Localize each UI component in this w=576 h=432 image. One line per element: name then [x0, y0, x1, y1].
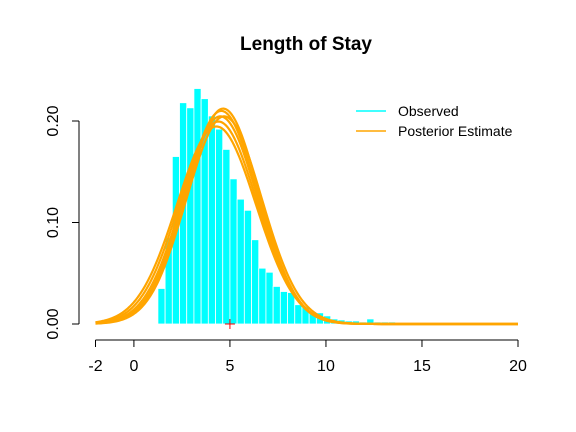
- histogram-bar: [207, 115, 216, 325]
- y-tick-label: 0.10: [45, 207, 62, 238]
- histogram-bar: [251, 239, 260, 325]
- x-tick-label: 5: [225, 358, 234, 375]
- histogram-bar: [243, 209, 252, 325]
- histogram-bar: [215, 128, 224, 325]
- legend-label: Posterior Estimate: [398, 123, 513, 139]
- y-tick-label: 0.00: [45, 308, 62, 339]
- histogram-bar: [294, 304, 303, 325]
- chart-title: Length of Stay: [240, 34, 372, 55]
- x-axis: -2 0 5 10 15 20: [88, 339, 527, 375]
- y-axis: 0.00 0.10 0.20: [45, 105, 80, 340]
- histogram-bar: [279, 291, 288, 325]
- x-tick-label: 15: [413, 358, 431, 375]
- histogram-bar: [287, 292, 296, 325]
- y-tick-label: 0.20: [45, 105, 62, 136]
- histogram-bar: [186, 107, 195, 325]
- posterior-curve: [95, 125, 518, 326]
- legend: Observed Posterior Estimate: [356, 103, 513, 139]
- legend-label: Observed: [398, 103, 459, 119]
- marker: [224, 319, 235, 329]
- histogram-bar: [236, 198, 245, 325]
- x-tick-label: 10: [317, 358, 335, 375]
- histogram-bar: [157, 288, 166, 325]
- x-tick-label: 20: [509, 358, 527, 375]
- x-tick-label: -2: [88, 358, 102, 375]
- posterior-curves: [95, 107, 518, 326]
- histogram-bar: [272, 286, 281, 325]
- histogram-bar: [229, 178, 238, 325]
- histogram-bar: [193, 88, 202, 325]
- histogram-bar: [258, 267, 267, 325]
- histogram-bar: [222, 149, 231, 325]
- histogram-bar: [265, 271, 274, 325]
- x-tick-label: 0: [129, 358, 138, 375]
